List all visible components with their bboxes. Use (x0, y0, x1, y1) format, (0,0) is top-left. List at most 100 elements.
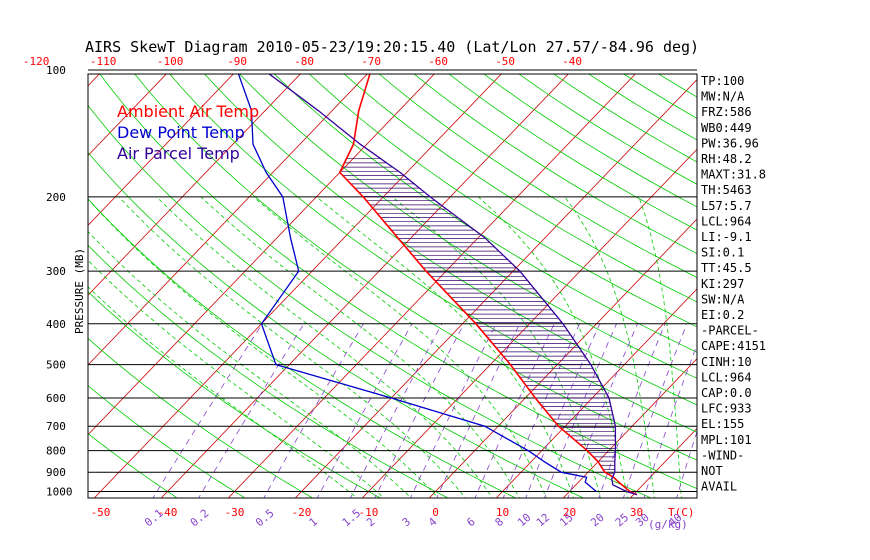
top-temp-tick-label: -110 (90, 55, 117, 68)
dry-adiabat-line (99, 74, 697, 490)
dry-adiabat-line (88, 198, 517, 498)
isotherm-line (160, 74, 569, 498)
mixing-ratio-tick-label: 6 (464, 515, 477, 529)
pressure-tick-label: 1000 (46, 486, 73, 499)
parameter-label: WB0:449 (701, 121, 752, 135)
parameter-label: LI:-9.1 (701, 230, 752, 244)
dry-adiabat-line (273, 74, 697, 353)
isotherm-line (88, 74, 234, 226)
bottom-temp-tick-label: -40 (158, 506, 178, 519)
parameter-label: CINH:10 (701, 355, 752, 369)
mixing-ratio-tick-label: 25 (613, 511, 632, 529)
dry-adiabat-line (88, 104, 652, 498)
top-temp-tick-label: -90 (227, 55, 247, 68)
dry-adiabat-line (134, 74, 697, 461)
top-temp-tick-label: -120 (23, 55, 50, 68)
dry-adiabat-line (343, 74, 697, 303)
parameter-label: MW:N/A (701, 90, 745, 104)
parameter-label: EI:0.2 (701, 308, 744, 322)
dry-adiabat-line (88, 244, 449, 498)
mixing-ratio-tick-label: 20 (588, 511, 607, 529)
dry-adiabat-line (88, 433, 178, 498)
bottom-temp-tick-label: 10 (496, 506, 509, 519)
isotherm-line (294, 78, 697, 498)
mixing-ratio-tick-label: 1 (307, 515, 320, 529)
top-temp-tick-label: -80 (294, 55, 314, 68)
moist-adiabat-line (391, 196, 601, 498)
mixing-ratio-line (502, 323, 580, 498)
bottom-temp-tick-label: 20 (563, 506, 576, 519)
mixing-ratio-line (152, 323, 263, 498)
plot-frame (87, 73, 698, 499)
parameter-label: TP:100 (701, 74, 744, 88)
mixing-ratio-line (525, 323, 601, 498)
top-temp-tick-label: -60 (428, 55, 448, 68)
isotherm-line (88, 74, 435, 436)
bottom-temp-tick-label: -20 (292, 506, 312, 519)
mixing-ratio-line (474, 323, 555, 498)
moist-adiabat-line (88, 259, 385, 498)
mixing-ratio-line (316, 323, 413, 498)
top-temp-tick-label: -50 (495, 55, 515, 68)
parameter-label: PW:36.96 (701, 136, 759, 150)
dry-adiabat-line (413, 74, 697, 254)
parameter-label: CAP:0.0 (701, 386, 752, 400)
isotherm-line (495, 288, 697, 498)
top-temp-tick-label: -70 (361, 55, 381, 68)
plot-border (87, 73, 698, 499)
dry-adiabat-line (378, 74, 697, 278)
mixing-ratio-tick-label: 12 (534, 511, 553, 529)
cape-hatch-area (340, 158, 616, 475)
mixing-ratio-axis-label: (g/kg) (648, 518, 688, 531)
parameter-label: NOT (701, 464, 723, 478)
parameter-label: KI:297 (701, 277, 744, 291)
mixing-ratio-line (623, 323, 688, 498)
isotherm-line (762, 51, 870, 501)
bottom-temp-tick-label: 0 (432, 506, 439, 519)
pressure-tick-label: 200 (46, 191, 66, 204)
isotherm-line (227, 74, 636, 498)
mixing-ratio-line (544, 323, 617, 498)
moist-adiabat-line (88, 198, 439, 498)
parameter-label: -PARCEL- (701, 324, 759, 338)
isotherm-line (428, 218, 697, 498)
dry-adiabat-lines (88, 74, 697, 498)
dry-adiabat-line (88, 151, 585, 498)
isotherm-line (88, 74, 167, 157)
parameter-label: L57:5.7 (701, 199, 752, 213)
dry-adiabat-line (238, 74, 697, 379)
parameter-label: LCL:964 (701, 214, 752, 228)
pressure-tick-label: 700 (46, 420, 66, 433)
moist-adiabat-line (253, 196, 547, 498)
top-temp-tick-label: -100 (157, 55, 184, 68)
bottom-temp-tick-label: -10 (359, 506, 379, 519)
moist-adiabat-line (88, 286, 358, 498)
moist-adiabat-line (478, 196, 628, 498)
mixing-ratio-line (350, 323, 443, 498)
pressure-tick-label: 800 (46, 445, 66, 458)
isotherm-line (829, 51, 870, 501)
moist-adiabat-line (316, 196, 574, 498)
moist-adiabat-line (200, 196, 520, 498)
parcel-temp-line (268, 74, 638, 496)
isotherm-line (88, 74, 301, 296)
parameter-label: MAXT:31.8 (701, 168, 766, 182)
dry-adiabat-line (518, 74, 697, 185)
mixing-ratio-line (643, 343, 697, 498)
pressure-tick-label: 400 (46, 318, 66, 331)
mixing-ratio-tick-label: 0.2 (188, 507, 212, 530)
legend: Ambient Air Temp Dew Point Temp Air Parcel… (117, 102, 259, 163)
parameter-label: TH:5463 (701, 183, 752, 197)
dry-adiabat-line (88, 337, 314, 498)
dry-adiabat-line (204, 74, 697, 406)
mixing-ratio-line (567, 323, 638, 498)
parameter-label: LFC:933 (701, 402, 752, 416)
dew-point-line (237, 74, 597, 492)
parameter-label: FRZ:586 (701, 105, 752, 119)
dry-adiabat-line (88, 291, 382, 498)
moist-adiabat-line (156, 196, 493, 498)
pressure-tick-label: 500 (46, 359, 66, 372)
